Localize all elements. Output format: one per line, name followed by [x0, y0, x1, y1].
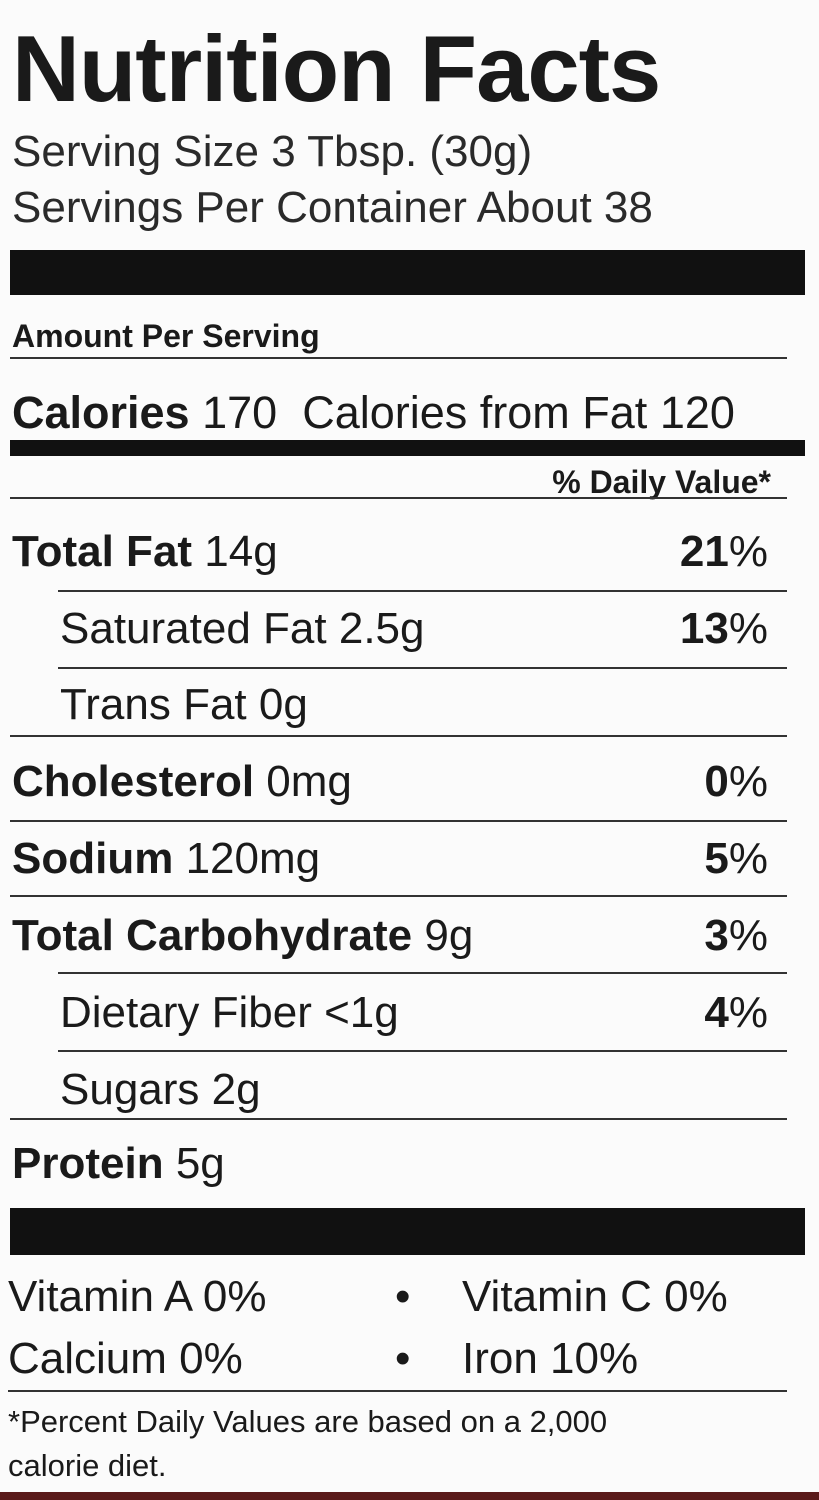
nutrient-row: Sugars 2g: [60, 1068, 261, 1112]
nutrient-amount: <1g: [324, 988, 399, 1037]
thick-divider: [10, 250, 805, 295]
nutrient-amount: 0mg: [266, 757, 352, 806]
nutrient-label: Dietary Fiber: [60, 988, 312, 1037]
bullet: •: [395, 1334, 411, 1383]
divider: [58, 590, 787, 592]
percent-sign: %: [728, 988, 768, 1037]
percent-sign: %: [728, 911, 768, 960]
divider: [58, 667, 787, 669]
nutrient-amount: 14g: [204, 527, 278, 576]
percent-sign: %: [728, 757, 768, 806]
divider: [10, 820, 787, 822]
vitamin-a: Vitamin A 0%: [8, 1272, 267, 1321]
nutrient-label: Sodium: [12, 834, 174, 883]
calories-value: 170: [202, 387, 278, 438]
daily-value-percent: 0%: [704, 760, 768, 804]
label-title: Nutrition Facts: [12, 16, 661, 121]
divider: [8, 1390, 787, 1392]
daily-value-number: 3: [704, 911, 729, 960]
amount-per-serving: Amount Per Serving: [12, 318, 320, 354]
nutrient-label: Total Fat: [12, 527, 193, 576]
footnote-line-2: calorie diet.: [8, 1448, 167, 1483]
nutrient-row: Sodium 120mg: [12, 837, 320, 881]
vitamin-c: Vitamin C 0%: [462, 1272, 728, 1321]
nutrient-row: Dietary Fiber <1g: [60, 991, 399, 1035]
calories-label: Calories: [12, 387, 190, 438]
nutrient-amount: 0g: [258, 680, 308, 729]
nutrient-amount: 5g: [175, 1139, 225, 1188]
daily-value-number: 21: [679, 527, 729, 576]
nutrient-row: Cholesterol 0mg: [12, 760, 352, 804]
divider: [10, 497, 787, 499]
nutrient-row: Total Carbohydrate 9g: [12, 914, 473, 958]
nutrient-amount: 2g: [211, 1065, 261, 1114]
nutrient-amount: 2.5g: [338, 604, 425, 653]
daily-value-percent: 5%: [704, 837, 768, 881]
calories-from-fat-label: Calories from Fat: [302, 387, 648, 438]
daily-value-percent: 13%: [680, 607, 768, 651]
daily-value-header: % Daily Value*: [552, 464, 771, 500]
daily-value-number: 13: [679, 604, 729, 653]
daily-value-percent: 4%: [704, 991, 768, 1035]
percent-sign: %: [728, 604, 768, 653]
nutrient-row: Trans Fat 0g: [60, 683, 308, 727]
nutrient-amount: 9g: [424, 911, 474, 960]
divider: [10, 1118, 787, 1120]
nutrient-label: Sugars: [60, 1065, 200, 1114]
nutrient-label: Saturated Fat: [60, 604, 327, 653]
nutrient-label: Total Carbohydrate: [12, 911, 413, 960]
servings-per-container: Servings Per Container About 38: [12, 183, 653, 232]
percent-sign: %: [728, 527, 768, 576]
footnote-line-1: *Percent Daily Values are based on a 2,0…: [8, 1404, 608, 1439]
divider: [58, 1050, 787, 1052]
percent-sign: %: [728, 834, 768, 883]
bullet: •: [395, 1272, 411, 1321]
daily-value-percent: 21%: [680, 530, 768, 574]
thick-divider: [10, 1208, 805, 1255]
calories-row: Calories 170 Calories from Fat 120: [12, 390, 735, 435]
daily-value-number: 4: [704, 988, 729, 1037]
package-edge: [0, 1492, 819, 1500]
nutrient-label: Protein: [12, 1139, 164, 1188]
nutrient-amount: 120mg: [185, 834, 321, 883]
iron: Iron 10%: [462, 1334, 639, 1383]
nutrient-row: Total Fat 14g: [12, 530, 278, 574]
medium-divider: [10, 440, 805, 456]
divider: [58, 972, 787, 974]
nutrient-row: Protein 5g: [12, 1142, 225, 1186]
calcium: Calcium 0%: [8, 1334, 243, 1383]
calories-from-fat-value: 120: [659, 387, 735, 438]
daily-value-number: 5: [704, 834, 729, 883]
divider: [10, 735, 787, 737]
divider: [10, 895, 787, 897]
nutrient-row: Saturated Fat 2.5g: [60, 607, 424, 651]
daily-value-percent: 3%: [704, 914, 768, 958]
serving-size: Serving Size 3 Tbsp. (30g): [12, 127, 533, 176]
divider: [10, 357, 787, 359]
daily-value-number: 0: [704, 757, 729, 806]
nutrient-label: Trans Fat: [60, 680, 247, 729]
nutrient-label: Cholesterol: [12, 757, 255, 806]
